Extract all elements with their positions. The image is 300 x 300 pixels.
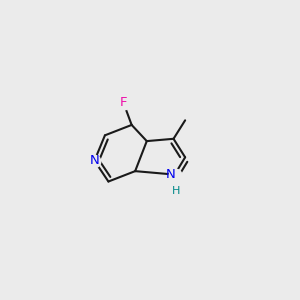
Text: H: H [172,186,180,196]
Text: F: F [120,97,127,110]
Text: N: N [90,154,99,167]
Text: N: N [166,168,176,181]
